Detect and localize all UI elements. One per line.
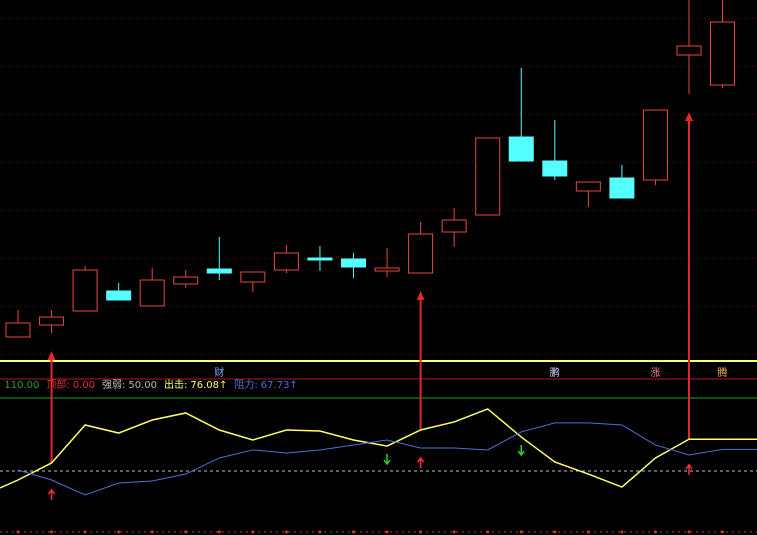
small-arrow [685, 463, 693, 475]
candle-body [710, 21, 736, 86]
signal-tag: 腾 [718, 366, 728, 379]
level-dot [486, 530, 490, 534]
small-arrow [417, 456, 425, 468]
readout-text: 底位: [0, 378, 1, 391]
buy-arrow-head [685, 112, 693, 121]
signal-tag: 财 [214, 366, 224, 379]
readout-text: 76.08↑ [190, 380, 227, 391]
readout-text: 0.00 [73, 380, 95, 391]
candle-body [5, 322, 31, 338]
level-dot [519, 530, 523, 534]
small-arrow [47, 488, 56, 501]
readout-text: 强弱: [102, 379, 125, 391]
candle-body [341, 258, 366, 268]
readout-text: 顶部: [46, 378, 69, 391]
candle-body [139, 279, 165, 307]
candle-body [273, 252, 299, 271]
candle-body [475, 137, 501, 216]
readout-text: 阻力: [234, 378, 257, 391]
level-dot [318, 530, 322, 534]
level-dot [217, 530, 221, 534]
candle-body [240, 271, 266, 283]
level-dot [284, 530, 288, 534]
readout-text: 110.00 [4, 380, 39, 391]
candle-body [441, 219, 467, 233]
readout-text: 出击: [164, 378, 187, 391]
candle-body [609, 177, 635, 199]
indicator-extension [0, 479, 19, 489]
candle-body [374, 267, 400, 272]
level-dot [687, 530, 691, 534]
signal-tag: 鹏 [550, 366, 560, 379]
level-dot [419, 530, 423, 534]
level-dot [117, 530, 121, 534]
candle-body [508, 136, 534, 162]
readout-text: 50.00 [128, 380, 157, 391]
signal-tag: 涨 [650, 367, 660, 379]
level-dot [586, 530, 590, 534]
candle-body [173, 276, 199, 285]
level-dot [620, 530, 624, 534]
small-arrow [383, 454, 391, 466]
small-arrow [517, 445, 525, 457]
candle-body [39, 316, 65, 326]
level-dot [83, 530, 87, 534]
candle-body [106, 290, 132, 301]
candle-body [307, 257, 333, 261]
candle-body [676, 45, 702, 56]
indicator-line [17, 408, 723, 488]
level-dot [653, 530, 657, 534]
level-dot [452, 530, 456, 534]
level-dot [553, 530, 557, 534]
buy-arrow-head [47, 351, 56, 360]
level-dot [721, 530, 725, 534]
readout-text: 67.73↑ [261, 380, 298, 391]
candle-body [206, 268, 232, 274]
level-dot [184, 530, 188, 534]
candle-body [575, 181, 601, 192]
level-dot [150, 530, 154, 534]
candle-body [542, 160, 568, 177]
level-dot [16, 530, 20, 534]
candle-body [642, 109, 668, 181]
candle-body [72, 269, 98, 312]
level-dot [50, 530, 54, 534]
level-dot [251, 530, 255, 534]
buy-arrow-head [416, 291, 425, 300]
level-dot [385, 530, 389, 534]
indicator-line [17, 422, 723, 496]
level-dot [352, 530, 355, 534]
candle-body [408, 233, 434, 274]
